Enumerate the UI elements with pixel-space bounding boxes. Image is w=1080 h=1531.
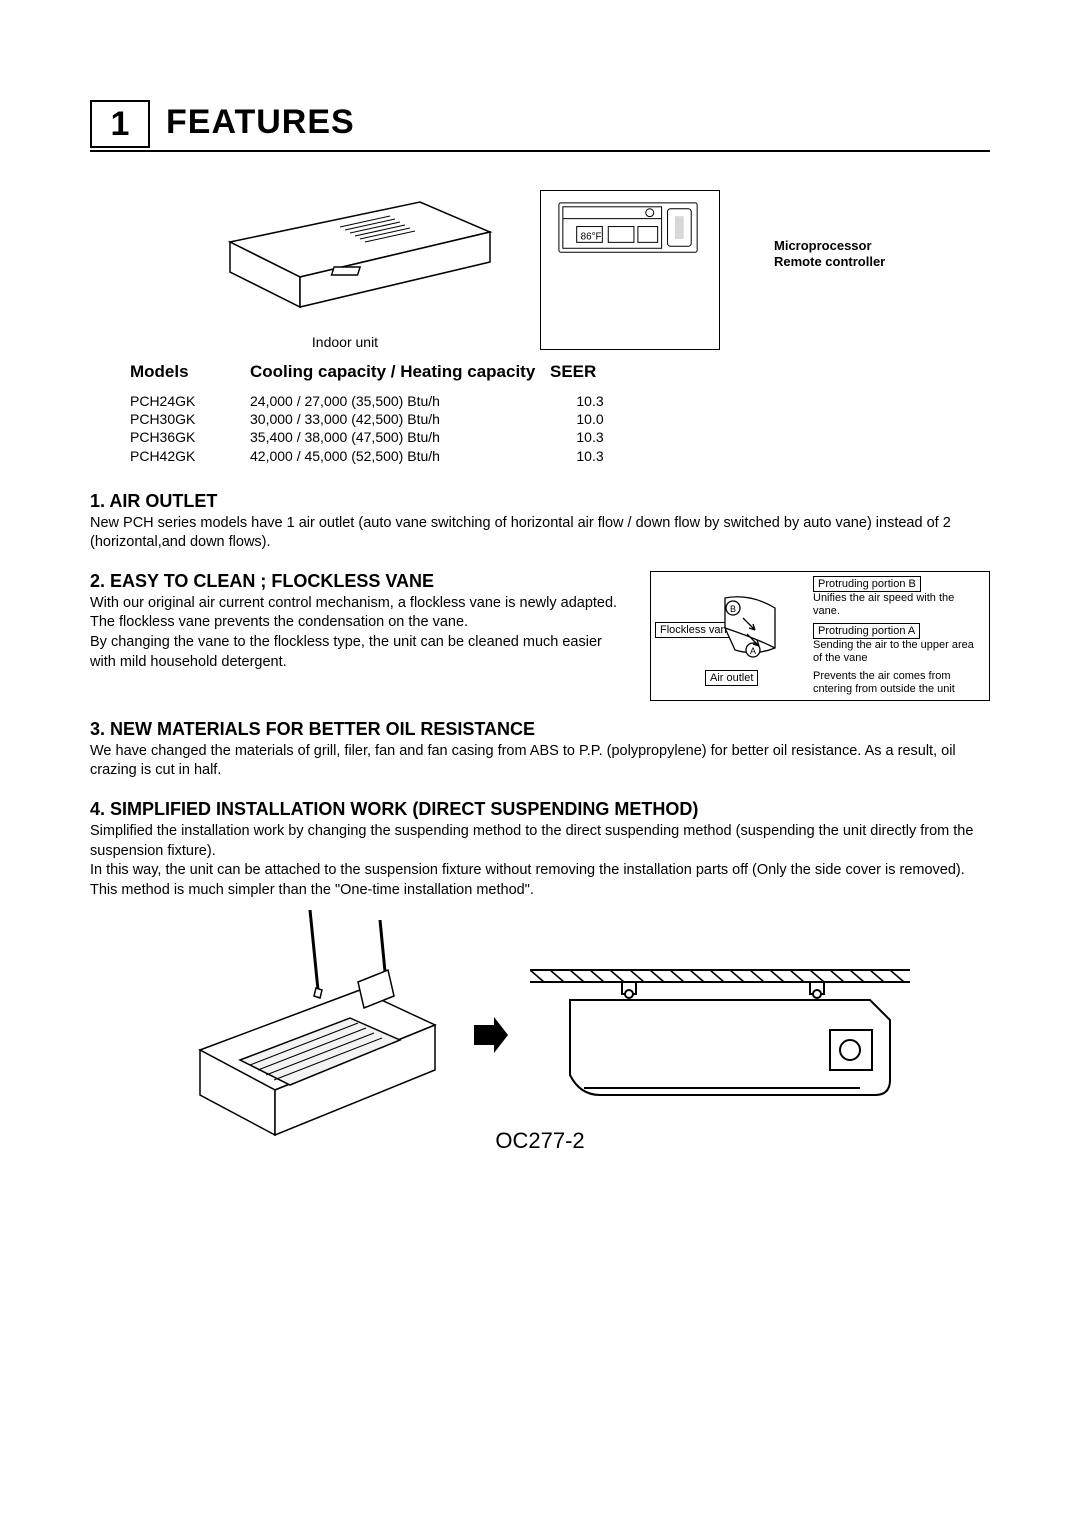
body-oil: We have changed the materials of grill, … [90, 742, 990, 781]
install-p1: Simplified the installation work by chan… [90, 822, 990, 861]
td-capacity: 35,400 / 38,000 (47,500) Btu/h [250, 428, 550, 446]
td-seer: 10.3 [550, 447, 630, 465]
indoor-unit-figure: Indoor unit [190, 172, 500, 350]
table-row: PCH30GK 30,000 / 33,000 (42,500) Btu/h 1… [130, 410, 990, 428]
flockless-p2: The flockless vane prevents the condensa… [90, 613, 630, 633]
figures-row: Indoor unit 86°F [90, 172, 990, 350]
desc-protruding-a: Sending the air to the upper area of the… [813, 639, 983, 664]
table-body: PCH24GK 24,000 / 27,000 (35,500) Btu/h 1… [130, 392, 990, 465]
th-models: Models [130, 362, 250, 382]
remote-caption-line1: Microprocessor [774, 238, 885, 254]
section-title: FEATURES [150, 100, 990, 148]
install-iso-drawing [170, 910, 450, 1160]
arrow-right-icon [470, 1015, 510, 1055]
body-air-outlet: New PCH series models have 1 air outlet … [90, 514, 990, 553]
section-air-outlet: 1. AIR OUTLET New PCH series models have… [90, 491, 990, 553]
flockless-p3: By changing the vane to the flockless ty… [90, 633, 630, 672]
svg-text:A: A [750, 646, 756, 656]
heading-oil: 3. NEW MATERIALS FOR BETTER OIL RESISTAN… [90, 719, 990, 740]
install-figures [90, 910, 990, 1160]
page-content: 1 FEATURES [90, 100, 990, 1160]
label-protruding-a: Protruding portion A [813, 623, 920, 639]
td-capacity: 42,000 / 45,000 (52,500) Btu/h [250, 447, 550, 465]
table-row: PCH42GK 42,000 / 45,000 (52,500) Btu/h 1… [130, 447, 990, 465]
td-capacity: 24,000 / 27,000 (35,500) Btu/h [250, 392, 550, 410]
heading-flockless: 2. EASY TO CLEAN ; FLOCKLESS VANE [90, 571, 630, 592]
section-title-row: 1 FEATURES [90, 100, 990, 152]
section-installation: 4. SIMPLIFIED INSTALLATION WORK (DIRECT … [90, 799, 990, 1160]
td-seer: 10.0 [550, 410, 630, 428]
install-side-drawing [530, 960, 910, 1110]
td-model: PCH24GK [130, 392, 250, 410]
th-capacity: Cooling capacity / Heating capacity [250, 362, 550, 382]
section-oil-resistance: 3. NEW MATERIALS FOR BETTER OIL RESISTAN… [90, 719, 990, 781]
desc-air-outlet: Prevents the air comes from cntering fro… [813, 670, 983, 695]
install-p2: In this way, the unit can be attached to… [90, 861, 990, 900]
heading-install: 4. SIMPLIFIED INSTALLATION WORK (DIRECT … [90, 799, 990, 820]
remote-caption: Microprocessor Remote controller [774, 238, 885, 283]
desc-protruding-b: Unifies the air speed with the vane. [813, 592, 983, 617]
label-protruding-b: Protruding portion B [813, 576, 921, 592]
table-row: PCH36GK 35,400 / 38,000 (47,500) Btu/h 1… [130, 428, 990, 446]
td-seer: 10.3 [550, 392, 630, 410]
vane-drawing: B A [655, 578, 805, 698]
th-seer: SEER [550, 362, 630, 382]
section-number: 1 [90, 100, 150, 148]
svg-text:86°F: 86°F [581, 231, 602, 242]
td-capacity: 30,000 / 33,000 (42,500) Btu/h [250, 410, 550, 428]
page-id: OC277-2 [90, 1128, 990, 1154]
table-row: PCH24GK 24,000 / 27,000 (35,500) Btu/h 1… [130, 392, 990, 410]
remote-controller-figure: 86°F [540, 190, 720, 350]
table-header: Models Cooling capacity / Heating capaci… [130, 362, 990, 382]
flockless-p1: With our original air current control me… [90, 594, 630, 614]
remote-caption-line2: Remote controller [774, 254, 885, 270]
vane-diagram: Protruding portion B Unifies the air spe… [650, 571, 990, 701]
heading-air-outlet: 1. AIR OUTLET [90, 491, 990, 512]
remote-controller-drawing: 86°F [541, 191, 719, 349]
section-flockless-vane: 2. EASY TO CLEAN ; FLOCKLESS VANE With o… [90, 571, 990, 701]
td-seer: 10.3 [550, 428, 630, 446]
indoor-unit-drawing [190, 172, 500, 332]
indoor-unit-caption: Indoor unit [190, 334, 500, 350]
models-table: Models Cooling capacity / Heating capaci… [90, 362, 990, 465]
td-model: PCH42GK [130, 447, 250, 465]
svg-text:B: B [730, 604, 736, 614]
td-model: PCH36GK [130, 428, 250, 446]
remote-controller-box: 86°F [540, 190, 720, 350]
td-model: PCH30GK [130, 410, 250, 428]
